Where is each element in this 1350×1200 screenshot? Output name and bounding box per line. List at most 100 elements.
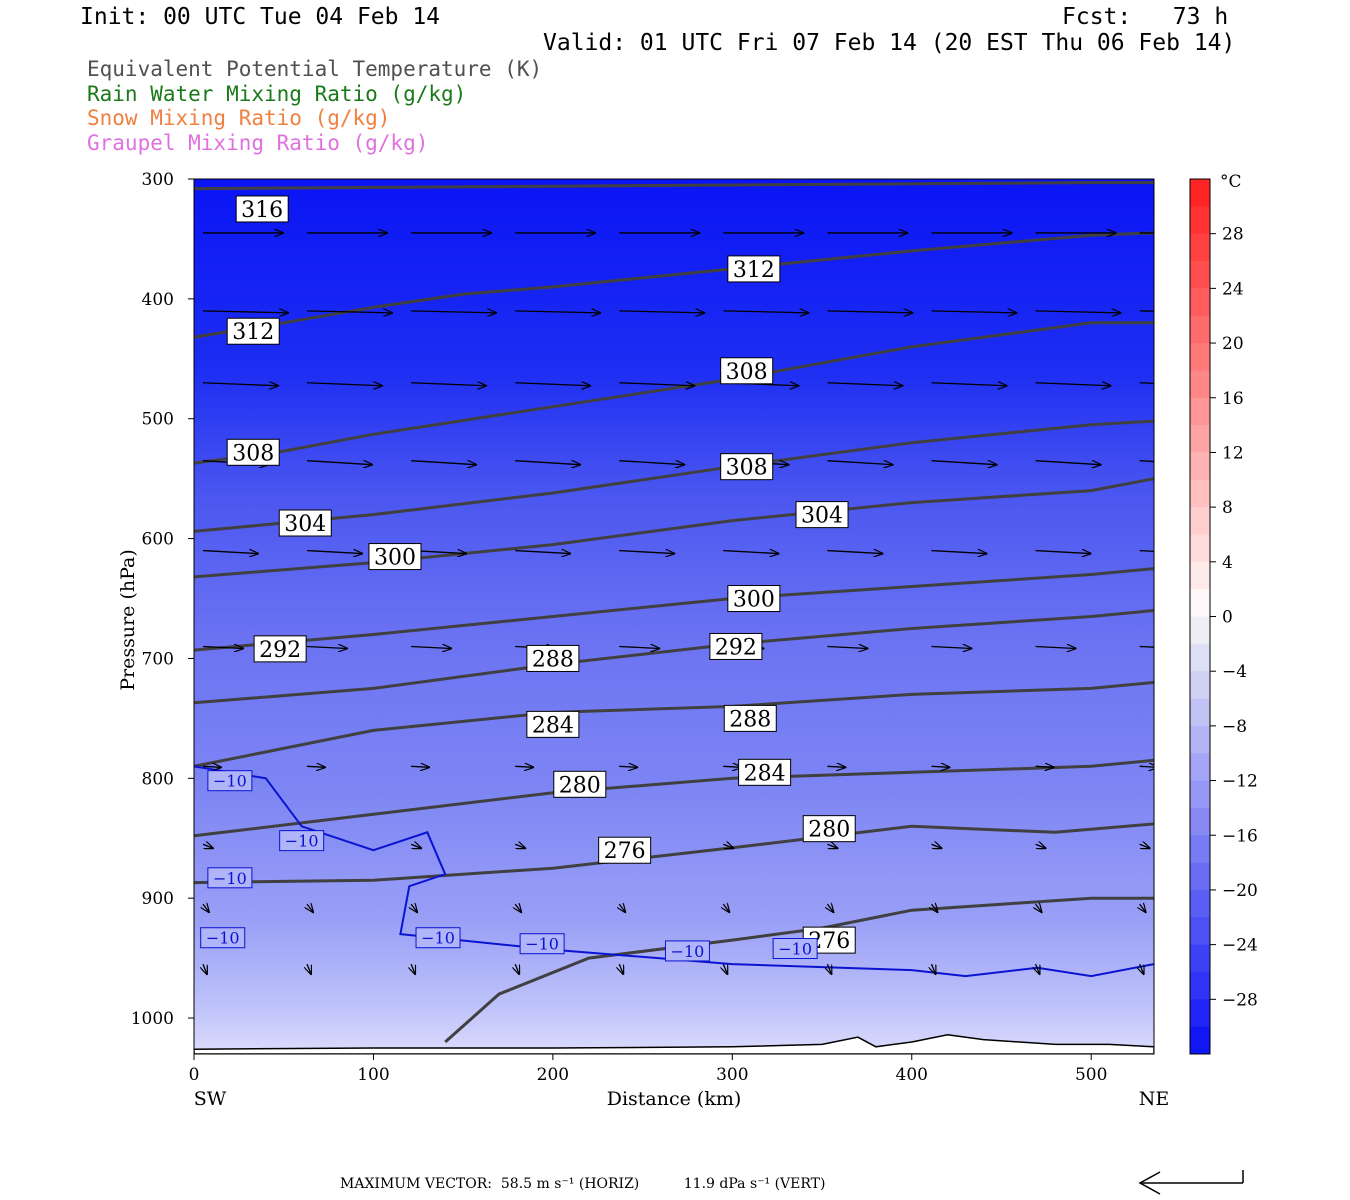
svg-text:284: 284 — [744, 761, 786, 786]
svg-text:308: 308 — [726, 360, 768, 385]
theta-e-label-308: 308 — [226, 438, 280, 466]
colorbar-segment — [1190, 780, 1210, 809]
theta-e-label-288: 288 — [526, 644, 580, 672]
theta-e-label-292: 292 — [253, 635, 307, 663]
wind-vector — [202, 311, 288, 313]
colorbar-segment — [1190, 179, 1210, 207]
plot-background — [194, 179, 1154, 1054]
wind-vector — [619, 551, 674, 554]
colorbar-segment — [1190, 1026, 1210, 1055]
colorbar-segment — [1190, 753, 1210, 782]
wind-vector — [1139, 549, 1154, 553]
wind-vector — [931, 311, 1016, 313]
colorbar-segment — [1190, 479, 1210, 508]
wind-vector — [202, 766, 221, 767]
svg-text:316: 316 — [241, 198, 283, 223]
theta-e-contour-280 — [194, 758, 1154, 838]
wind-vector — [1035, 460, 1101, 465]
svg-text:292: 292 — [715, 635, 757, 660]
wind-vector — [931, 904, 937, 912]
wind-vector — [515, 551, 570, 554]
wind-vector — [619, 766, 637, 767]
legend-theta-e: Equivalent Potential Temperature (K) — [87, 57, 543, 81]
wind-vector — [723, 311, 808, 313]
colorbar-segment — [1190, 616, 1210, 645]
colorbar-segment — [1190, 534, 1210, 563]
colorbar-tick-label: −8 — [1222, 717, 1247, 737]
colorbar-segment — [1190, 507, 1210, 535]
wind-vector — [411, 766, 429, 767]
theta-e-contour-316 — [194, 181, 1154, 191]
wind-vector — [515, 460, 580, 465]
wind-vector — [931, 844, 941, 848]
theta-e-label-304: 304 — [795, 501, 849, 529]
wind-vector — [827, 766, 845, 767]
wind-vector — [1139, 382, 1154, 384]
y-tick-label: 1000 — [131, 1009, 174, 1029]
wind-vector — [1035, 646, 1076, 648]
legend-graupel: Graupel Mixing Ratio (g/kg) — [87, 131, 429, 155]
legend-rain-water: Rain Water Mixing Ratio (g/kg) — [87, 82, 467, 106]
y-tick-label: 400 — [142, 290, 174, 310]
colorbar-tick-label: −20 — [1222, 881, 1258, 901]
colorbar-tick-label: 28 — [1222, 225, 1244, 245]
svg-text:300: 300 — [374, 546, 416, 571]
svg-text:300: 300 — [733, 588, 775, 613]
theta-e-label-276: 276 — [598, 836, 652, 864]
wind-vector — [827, 844, 837, 848]
svg-text:304: 304 — [284, 512, 326, 537]
wind-vector — [307, 551, 362, 554]
theta-e-label-308: 308 — [720, 453, 774, 481]
svg-text:288: 288 — [532, 647, 574, 672]
x-tick-label: 0 — [189, 1065, 200, 1085]
colorbar-segment — [1190, 671, 1210, 700]
colorbar-segment — [1190, 643, 1210, 672]
temperature-label--10: −10 — [200, 927, 246, 949]
wind-vector — [307, 460, 372, 465]
theta-e-label-300: 300 — [727, 585, 781, 613]
terrain-surface — [194, 1034, 1154, 1054]
wind-vector — [931, 963, 935, 974]
colorbar-segment — [1190, 561, 1210, 590]
svg-text:312: 312 — [733, 258, 775, 283]
wind-vector — [515, 963, 519, 974]
colorbar-segment — [1190, 261, 1210, 289]
wind-vector — [1035, 766, 1054, 767]
wind-vector — [619, 963, 623, 974]
theta-e-label-312: 312 — [727, 255, 781, 283]
wind-vector — [827, 460, 892, 465]
colorbar-segment — [1190, 452, 1210, 481]
x-tick-label: 100 — [357, 1065, 389, 1085]
wind-vector — [1139, 844, 1150, 848]
svg-text:−10: −10 — [778, 940, 812, 959]
svg-text:−10: −10 — [213, 869, 247, 888]
wind-vector — [723, 904, 729, 912]
colorbar-tick-label: 20 — [1222, 334, 1244, 354]
wind-vector — [723, 963, 727, 974]
wind-vector — [515, 383, 590, 386]
svg-text:304: 304 — [801, 504, 843, 529]
terrain-mask — [194, 1034, 1154, 1054]
wind-vector — [411, 963, 415, 974]
colorbar-segment — [1190, 589, 1210, 617]
colorbar-segment — [1190, 288, 1210, 317]
colorbar-tick-label: 0 — [1222, 608, 1233, 628]
temperature-contour-0 — [194, 765, 1154, 978]
y-tick-label: 900 — [142, 889, 174, 909]
colorbar-segment — [1190, 807, 1210, 836]
wind-vector — [827, 383, 902, 386]
legend-snow: Snow Mixing Ratio (g/kg) — [87, 106, 391, 130]
svg-text:−10: −10 — [206, 929, 240, 948]
wind-vector — [931, 646, 971, 648]
wind-vector — [931, 460, 996, 465]
theta-e-label-316: 316 — [235, 195, 289, 223]
forecast-hour: Fcst: 73 h — [1062, 4, 1229, 30]
svg-text:308: 308 — [726, 456, 768, 481]
colorbar-segment — [1190, 917, 1210, 946]
y-tick-label: 600 — [142, 530, 174, 550]
svg-text:276: 276 — [604, 839, 646, 864]
x-axis-left-end: SW — [194, 1088, 227, 1110]
theta-e-label-280: 280 — [802, 815, 856, 843]
svg-text:292: 292 — [259, 638, 301, 663]
wind-vector — [307, 311, 392, 313]
